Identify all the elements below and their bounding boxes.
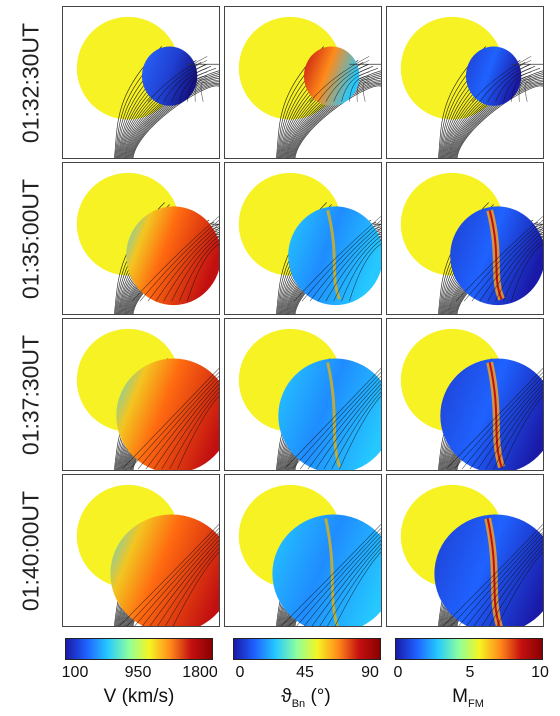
- shock-front: [303, 46, 360, 106]
- panel-theta-4: [224, 474, 382, 627]
- panel-image: [238, 172, 381, 314]
- shock-front: [278, 358, 381, 470]
- shock-front: [434, 514, 543, 626]
- panel-mach-1: [386, 6, 544, 159]
- shock-feature: [326, 362, 341, 468]
- panel-theta-3: [224, 318, 382, 471]
- panel-image: [400, 172, 543, 314]
- colorbar-tick: 5: [465, 664, 475, 681]
- panel-theta-1: [224, 6, 382, 159]
- row-label-1: 01:32:30UT: [8, 6, 54, 159]
- panel-grid: [62, 6, 548, 630]
- colorbar-tick: 100: [61, 664, 89, 681]
- colorbar-label-velocity: V (km/s): [103, 686, 175, 707]
- panel-image: [400, 484, 543, 626]
- panel-mach-3: [386, 318, 544, 471]
- row-label-4: 01:40:00UT: [8, 474, 54, 627]
- panel-image: [238, 16, 381, 158]
- shock-front: [116, 358, 219, 470]
- colorbar-tick: 0: [235, 664, 245, 681]
- colorbar-tick: 45: [296, 664, 314, 681]
- panel-v-3: [62, 318, 220, 471]
- panel-image: [76, 16, 219, 158]
- panel-mach-2: [386, 162, 544, 315]
- panel-image: [238, 328, 381, 470]
- time-label: 01:32:30UT: [17, 22, 44, 143]
- panel-image: [76, 172, 219, 314]
- shock-front: [126, 206, 219, 306]
- shock-front: [141, 46, 198, 106]
- panel-v-4: [62, 474, 220, 627]
- time-label: 01:35:00UT: [17, 178, 44, 299]
- colorbar-tick: 10: [531, 664, 549, 681]
- colorbar-mach: [395, 638, 543, 660]
- time-label: 01:40:00UT: [17, 490, 44, 611]
- panel-mach-4: [386, 474, 544, 627]
- colorbar-velocity: [65, 638, 213, 660]
- panel-v-1: [62, 6, 220, 159]
- panel-image: [400, 16, 543, 158]
- colorbar-tick: 90: [361, 664, 379, 681]
- time-label: 01:37:30UT: [17, 334, 44, 455]
- panel-theta-2: [224, 162, 382, 315]
- field-lines: [437, 46, 543, 158]
- panel-image: [76, 328, 219, 470]
- panel-image: [76, 484, 219, 626]
- panel-v-2: [62, 162, 220, 315]
- row-label-3: 01:37:30UT: [8, 318, 54, 471]
- panel-image: [238, 484, 381, 626]
- shock-front: [110, 514, 219, 626]
- shock-front: [465, 46, 522, 106]
- colorbar-theta-bn: [233, 638, 381, 660]
- colorbar-tick: 950: [124, 664, 152, 681]
- row-label-2: 01:35:00UT: [8, 162, 54, 315]
- shock-front: [272, 514, 381, 626]
- colorbar-label-theta-bn: ϑBn (°): [281, 686, 331, 710]
- shock-feature: [326, 209, 341, 300]
- shock-feature: [324, 518, 339, 626]
- panel-image: [400, 328, 543, 470]
- shock-front: [440, 358, 543, 470]
- colorbar-label-mach: MFM: [452, 686, 484, 710]
- colorbar-tick: 1800: [182, 664, 218, 681]
- colorbar-tick: 0: [393, 664, 403, 681]
